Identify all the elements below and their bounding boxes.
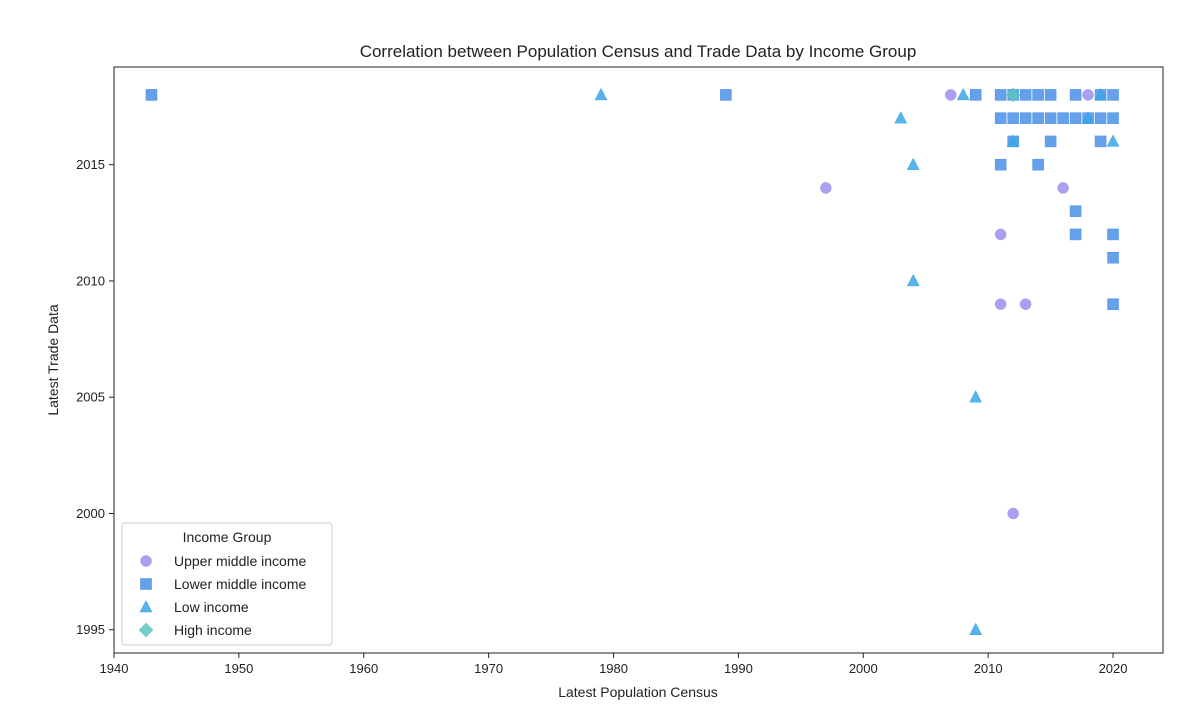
y-axis-title: Latest Trade Data bbox=[45, 304, 61, 416]
point-low-income bbox=[1006, 134, 1020, 147]
point-low-income bbox=[906, 157, 920, 170]
point-upper-middle-income bbox=[1057, 182, 1069, 194]
point-low-income bbox=[969, 390, 983, 403]
x-tick-label: 2010 bbox=[974, 661, 1003, 676]
legend-box bbox=[121, 522, 333, 646]
legend-marker-lower-middle-income bbox=[140, 578, 152, 590]
y-tick-label: 2010 bbox=[76, 273, 105, 288]
point-lower-middle-income bbox=[994, 112, 1007, 124]
x-tick-label: 1940 bbox=[100, 661, 129, 676]
point-lower-middle-income bbox=[1032, 158, 1044, 171]
x-tick-label: 1980 bbox=[599, 661, 628, 676]
point-lower-middle-income bbox=[1032, 89, 1044, 101]
legend-marker-high-income bbox=[138, 622, 154, 638]
legend-title: Income Group bbox=[183, 529, 272, 545]
legend-label-upper-middle-income: Upper middle income bbox=[174, 553, 306, 569]
point-low-income bbox=[969, 622, 983, 635]
point-lower-middle-income bbox=[1107, 298, 1119, 310]
point-lower-middle-income bbox=[145, 89, 158, 101]
point-upper-middle-income bbox=[1082, 89, 1094, 101]
point-lower-middle-income bbox=[994, 89, 1007, 101]
point-lower-middle-income bbox=[1094, 112, 1107, 124]
x-tick-label: 1970 bbox=[474, 661, 503, 676]
point-lower-middle-income bbox=[1044, 89, 1057, 101]
chart-title: Correlation between Population Census an… bbox=[360, 42, 917, 61]
point-lower-middle-income bbox=[1094, 135, 1107, 148]
point-upper-middle-income bbox=[994, 228, 1007, 241]
x-axis-title: Latest Population Census bbox=[558, 684, 718, 700]
legend-label-low-income: Low income bbox=[174, 599, 249, 615]
point-low-income bbox=[894, 111, 908, 124]
point-lower-middle-income bbox=[1032, 112, 1044, 124]
point-lower-middle-income bbox=[1069, 112, 1082, 124]
legend-label-lower-middle-income: Lower middle income bbox=[174, 576, 306, 592]
point-low-income bbox=[1094, 87, 1107, 101]
point-upper-middle-income bbox=[1019, 298, 1032, 310]
point-lower-middle-income bbox=[1069, 89, 1082, 101]
y-axis: 1995 2000 2005 2010 2015 bbox=[76, 157, 114, 637]
point-lower-middle-income bbox=[1107, 251, 1119, 264]
point-low-income bbox=[1081, 111, 1095, 124]
x-axis: 1940 1950 1960 1970 1980 1990 2000 2010 2020 bbox=[100, 653, 1128, 676]
legend-label-high-income: High income bbox=[174, 622, 252, 638]
point-lower-middle-income bbox=[1007, 112, 1019, 124]
point-upper-middle-income bbox=[1007, 507, 1019, 520]
point-high-income bbox=[1005, 87, 1021, 103]
point-low-income bbox=[594, 87, 608, 101]
x-tick-label: 1990 bbox=[724, 661, 753, 676]
x-tick-label: 2000 bbox=[849, 661, 878, 676]
point-lower-middle-income bbox=[1069, 205, 1082, 217]
point-low-income bbox=[956, 87, 970, 101]
point-lower-middle-income bbox=[969, 89, 982, 101]
point-lower-middle-income bbox=[1019, 112, 1032, 124]
point-lower-middle-income bbox=[1069, 228, 1082, 241]
point-lower-middle-income bbox=[1107, 228, 1119, 241]
x-tick-label: 1960 bbox=[349, 661, 378, 676]
legend: Income Group Upper middle income Lower mi… bbox=[121, 522, 333, 646]
y-tick-label: 1995 bbox=[76, 622, 105, 637]
x-tick-label: 1950 bbox=[224, 661, 253, 676]
y-tick-label: 2000 bbox=[76, 506, 105, 521]
point-low-income bbox=[906, 273, 920, 287]
y-tick-label: 2015 bbox=[76, 157, 105, 172]
point-lower-middle-income bbox=[1107, 112, 1119, 124]
point-lower-middle-income bbox=[1019, 89, 1032, 101]
point-low-income bbox=[1106, 134, 1120, 147]
point-lower-middle-income bbox=[720, 89, 732, 101]
x-tick-label: 2020 bbox=[1099, 661, 1128, 676]
legend-marker-low-income bbox=[139, 599, 153, 613]
legend-marker-upper-middle-income bbox=[140, 555, 152, 567]
point-upper-middle-income bbox=[994, 298, 1007, 310]
point-lower-middle-income bbox=[1044, 112, 1057, 124]
point-upper-middle-income bbox=[944, 89, 957, 101]
point-lower-middle-income bbox=[1057, 112, 1069, 124]
y-tick-label: 2005 bbox=[76, 390, 105, 405]
data-points bbox=[145, 87, 1120, 635]
point-lower-middle-income bbox=[994, 158, 1007, 171]
plot-area-frame bbox=[113, 66, 1164, 654]
point-upper-middle-income bbox=[820, 182, 832, 194]
point-lower-middle-income bbox=[1044, 135, 1057, 148]
point-lower-middle-income bbox=[1107, 89, 1119, 101]
